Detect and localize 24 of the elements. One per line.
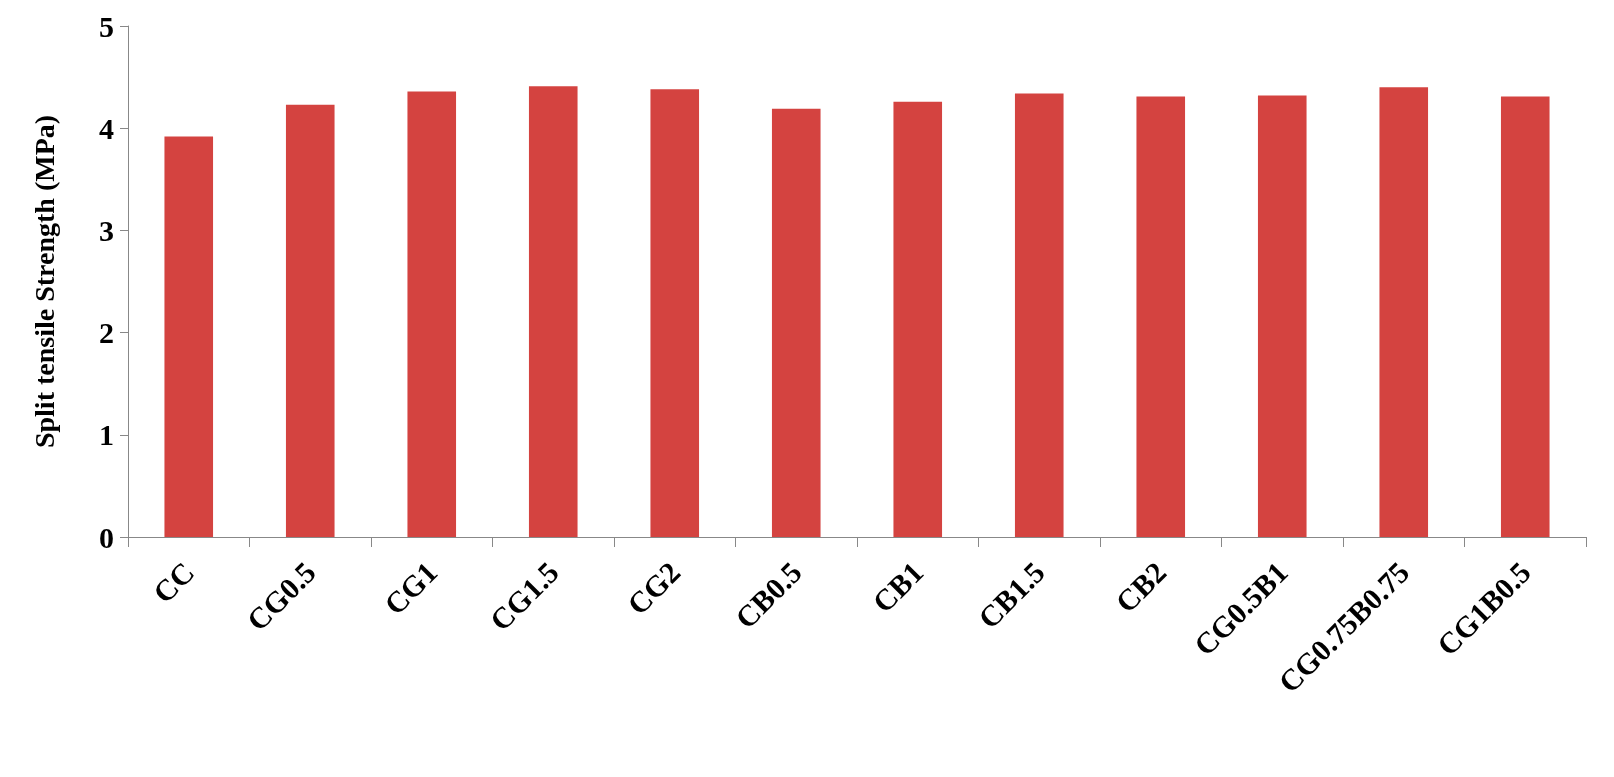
bar xyxy=(164,136,214,537)
x-tick-label: CC xyxy=(146,555,201,610)
y-tick-label: 2 xyxy=(99,316,114,350)
y-axis-title: Split tensile Strength (MPa) xyxy=(28,114,60,449)
bar xyxy=(1136,96,1186,537)
bar xyxy=(285,104,335,537)
y-tick-label: 3 xyxy=(99,213,114,247)
bar xyxy=(528,86,578,537)
bar xyxy=(407,91,457,537)
bar xyxy=(1257,95,1307,537)
bar xyxy=(771,108,821,537)
y-tick-label: 1 xyxy=(99,418,114,452)
bar xyxy=(650,89,700,537)
bar xyxy=(1014,93,1064,537)
x-tick-label: CB1 xyxy=(866,555,930,619)
bar xyxy=(1379,87,1429,537)
x-tick-label: CB2 xyxy=(1109,555,1173,619)
y-tick-label: 4 xyxy=(99,111,114,145)
x-tick-label: CG1 xyxy=(377,555,444,622)
y-tick-label: 5 xyxy=(99,9,114,43)
x-tick-label: CG2 xyxy=(620,555,687,622)
bar xyxy=(893,101,943,537)
bar xyxy=(1500,96,1550,537)
y-tick-label: 0 xyxy=(99,520,114,554)
